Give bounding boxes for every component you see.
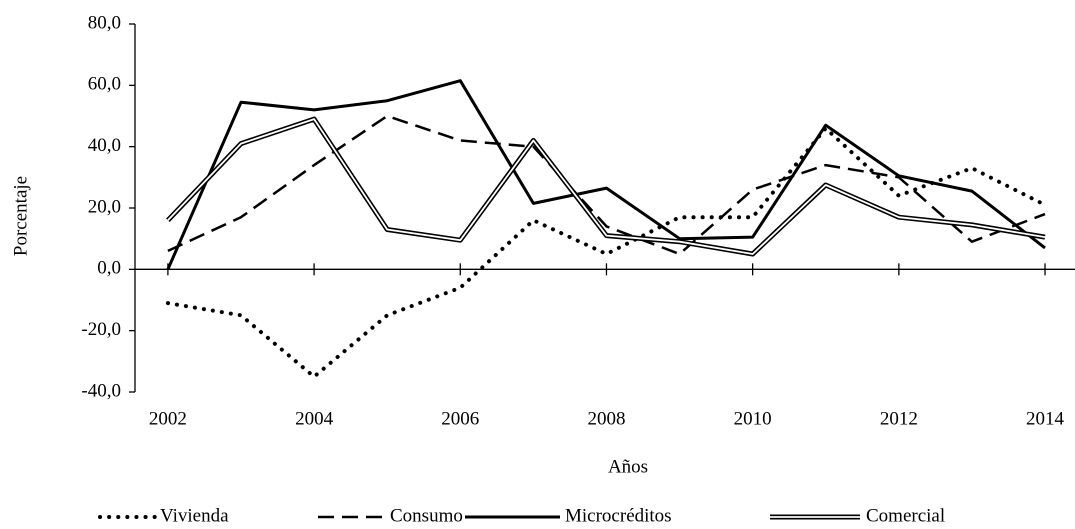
- x-tick-label: 2012: [880, 408, 918, 429]
- line-series: [166, 79, 1046, 270]
- y-tick-label: -20,0: [81, 319, 121, 340]
- y-tick-label: 0,0: [97, 258, 121, 279]
- y-axis-label: Porcentaje: [10, 176, 31, 256]
- legend-label: Consumo: [390, 505, 463, 526]
- x-tick-label: 2006: [441, 408, 479, 429]
- legend-label: Vivienda: [160, 505, 229, 526]
- line-series: [166, 116, 1046, 257]
- x-tick-label: 2004: [295, 408, 334, 429]
- x-tick-label: 2002: [149, 408, 187, 429]
- x-tick-label: 2014: [1026, 408, 1065, 429]
- x-axis-label: Años: [608, 456, 648, 477]
- x-tick-label: 2008: [587, 408, 625, 429]
- line-series: [165, 126, 1047, 379]
- legend-label: Comercial: [866, 505, 945, 526]
- y-tick-label: 60,0: [88, 74, 121, 95]
- line-series-inner: [167, 118, 1046, 255]
- x-tick-label: 2010: [734, 408, 772, 429]
- y-tick-label: 80,0: [88, 12, 121, 33]
- y-tick-label: 20,0: [88, 196, 121, 217]
- y-tick-label: 40,0: [88, 135, 121, 156]
- legend-label: Microcréditos: [565, 505, 672, 526]
- y-tick-label: -40,0: [81, 380, 121, 401]
